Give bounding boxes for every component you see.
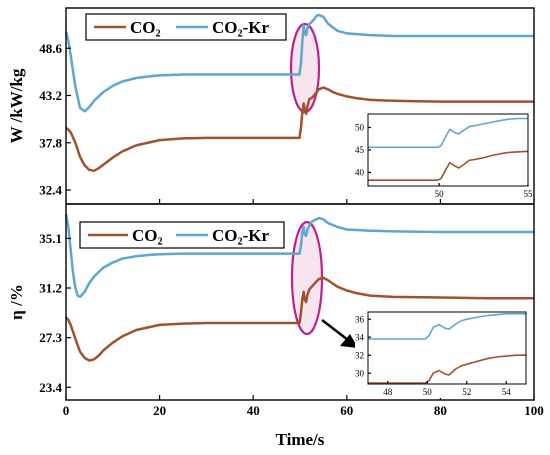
top-series-co2-line bbox=[65, 86, 534, 173]
top-inset-ytick-label: 40 bbox=[355, 168, 365, 178]
zoom-arrow bbox=[321, 319, 349, 341]
bottom-inset-series-co2-line bbox=[368, 354, 526, 384]
bottom-legend-co2kr-label: CO₂-Kr bbox=[212, 226, 269, 245]
bottom-xtick-label: 60 bbox=[340, 403, 353, 418]
top-inset-xtick-label: 50 bbox=[435, 189, 445, 199]
top-inset-series-co2kr-line bbox=[368, 117, 528, 149]
bottom-xtick-label: 20 bbox=[153, 403, 166, 418]
bottom-inset-series-co2kr-line bbox=[368, 313, 526, 340]
top-highlight-ellipse bbox=[289, 22, 321, 114]
bottom-y-axis-label: η /% bbox=[7, 284, 26, 320]
bottom-ytick-label: 27.3 bbox=[39, 330, 62, 345]
bottom-inset-xtick-label: 52 bbox=[462, 387, 471, 397]
bottom-ytick-label: 31.2 bbox=[39, 281, 62, 296]
bottom-series-co2kr-line bbox=[64, 213, 534, 299]
top-inset: 40 45 50 50 55 bbox=[355, 112, 533, 199]
bottom-panel: 23.427.331.235.10 20 40 60 80 100 CO₂ CO₂-Kr … bbox=[7, 203, 544, 449]
bottom-inset-ytick-label: 36 bbox=[355, 314, 365, 324]
bottom-plot-frame bbox=[65, 203, 535, 401]
bottom-xtick-label: 80 bbox=[434, 403, 447, 418]
bottom-inset: 30 32 34 36 48 50 52 54 bbox=[355, 306, 529, 398]
top-legend-co2-label: CO₂ bbox=[130, 18, 161, 37]
bottom-xtick-label: 40 bbox=[247, 403, 260, 418]
bottom-legend: CO₂ CO₂-Kr bbox=[79, 221, 285, 249]
bottom-inset-frame bbox=[367, 311, 527, 385]
bottom-inset-ytick-label: 32 bbox=[355, 350, 364, 360]
top-inset-ytick-label: 50 bbox=[355, 123, 365, 133]
bottom-inset-ytick-label: 30 bbox=[355, 368, 365, 378]
top-inset-ytick-label: 45 bbox=[355, 145, 365, 155]
top-y-axis-label: W /kW/kg bbox=[7, 68, 26, 143]
top-ytick-label: 32.4 bbox=[39, 183, 62, 198]
bottom-inset-ytick-label: 34 bbox=[355, 332, 365, 342]
top-legend-co2kr-label: CO₂-Kr bbox=[212, 18, 269, 37]
bottom-series-co2-line bbox=[65, 276, 534, 362]
top-ytick-label: 37.8 bbox=[39, 135, 62, 150]
top-inset-xtick-label: 55 bbox=[524, 189, 534, 199]
bottom-inset-xtick-label: 54 bbox=[502, 387, 512, 397]
top-inset-series-co2-line bbox=[368, 150, 529, 181]
bottom-ytick-label: 35.1 bbox=[39, 231, 62, 246]
zoom-arrow-head bbox=[340, 334, 358, 348]
top-series-co2kr-line bbox=[64, 13, 534, 113]
top-legend: CO₂ CO₂-Kr bbox=[85, 13, 287, 41]
bottom-inset-xtick-label: 50 bbox=[423, 387, 433, 397]
bottom-xtick-label: 100 bbox=[524, 403, 544, 418]
bottom-highlight-ellipse bbox=[290, 220, 324, 336]
x-axis-label: Time/s bbox=[276, 430, 325, 449]
bottom-xtick-label: 0 bbox=[63, 403, 70, 418]
bottom-inset-xtick-label: 48 bbox=[383, 387, 393, 397]
top-ytick-label: 48.6 bbox=[39, 41, 62, 56]
top-ytick-label: 43.2 bbox=[39, 88, 62, 103]
bottom-legend-co2-label: CO₂ bbox=[132, 226, 163, 245]
top-panel: 32.437.843.248.6 CO₂ CO₂-Kr W /kW/kg 404… bbox=[7, 7, 535, 205]
bottom-ytick-label: 23.4 bbox=[39, 380, 62, 395]
